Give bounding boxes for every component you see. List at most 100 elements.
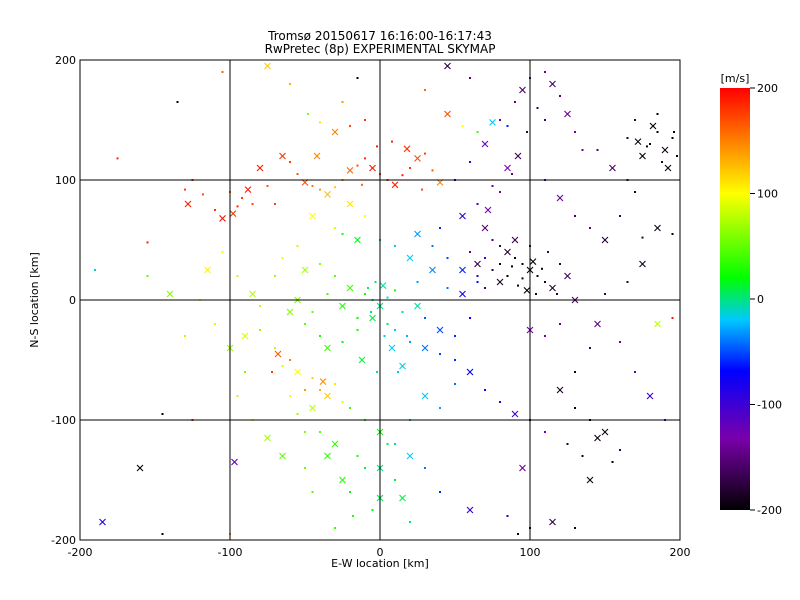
data-point-cross [564,272,571,280]
data-point-dot [424,89,426,91]
data-point-dot [386,296,389,299]
chart-title: Tromsø 20150617 16:16:00-16:17:43 [267,29,492,43]
data-point-dot [646,145,648,148]
data-point-cross [474,260,481,268]
data-point-dot [214,209,216,211]
data-point-dot [454,383,456,385]
data-point-dot [371,509,374,511]
data-point-cross [324,452,331,460]
data-point-dot [319,431,321,433]
data-point-dot [376,145,378,148]
data-point-cross [556,386,564,394]
data-point-cross [379,282,387,289]
data-point-cross [639,152,646,160]
data-point-dot [334,527,336,529]
data-point-cross [634,138,642,145]
y-tick-label: 100 [55,174,76,187]
data-point-cross [489,119,496,126]
data-point-dot [289,359,291,361]
data-point-dot [266,185,269,187]
x-axis-ticks: -200 -100 0 100 200 [68,60,691,559]
data-point-dot [334,186,336,189]
data-point-cross [319,378,327,385]
data-point-cross [99,518,106,526]
data-point-cross [229,210,237,217]
data-point-dot [544,119,546,121]
data-point-cross [459,290,466,298]
y-tick-label: -200 [51,534,76,547]
data-point-dot [439,491,441,493]
data-point-dot [619,341,621,343]
data-point-cross [421,392,429,400]
data-point-cross [399,362,406,370]
data-point-dot [296,245,299,247]
data-point-dot [541,267,543,270]
data-point-dot [296,173,299,175]
data-point-cross [601,236,609,244]
data-point-dot [581,455,584,457]
data-point-dot [484,257,486,259]
data-point-dot [236,395,239,397]
data-point-dot [559,95,561,97]
data-point-cross [286,308,294,316]
data-point-dot [334,383,336,385]
data-point-dot [409,521,411,523]
data-point-dot [386,443,389,445]
data-point-dot [619,449,621,451]
data-point-dot [356,164,359,167]
data-point-cross [654,320,661,328]
data-point-dot [370,311,372,313]
data-point-dot [547,251,549,253]
data-point-dot [476,281,479,283]
data-point-cross [459,266,466,274]
data-point-dot [619,215,621,217]
data-point-cross [264,434,271,442]
data-point-cross [279,152,286,160]
data-point-dot [146,241,149,244]
data-point-dot [544,335,546,337]
data-point-dot [556,293,558,295]
data-point-dot [656,131,659,133]
data-point-dot [244,371,246,373]
data-point-dot [526,131,528,133]
data-point-dot [574,527,576,529]
data-point-dot [469,317,471,319]
data-point-cross [406,254,414,262]
data-point-dot [221,71,224,73]
data-point-dot [634,191,636,193]
data-point-dot [356,455,359,457]
data-point-dot [311,491,314,493]
colorbar-tick-label: -100 [757,399,782,412]
data-point-cross [256,164,264,172]
data-point-dot [356,317,359,319]
data-point-dot [394,479,396,481]
data-point-dot [581,149,584,151]
data-point-dot [499,263,501,265]
data-point-cross [346,167,354,174]
x-tick-label: 0 [377,546,384,559]
colorbar-tick-label: 200 [757,82,778,95]
data-point-dot [499,245,501,247]
data-point-dot [364,119,366,121]
data-point-dot [589,347,591,349]
data-point-dot [476,275,479,277]
data-point-cross [339,476,346,484]
data-point-dot [356,329,359,331]
data-point-dot [431,245,434,247]
data-point-dot [251,203,254,205]
data-point-dot [517,284,519,287]
data-point-dot [521,263,524,265]
data-point-cross [403,145,411,153]
data-point-cross [466,368,474,376]
data-point-dot [289,395,291,397]
data-point-dot [281,365,284,367]
data-point-dot [409,167,411,169]
data-point-dot [236,205,239,208]
data-point-dot [401,311,404,313]
data-point-cross [369,314,376,322]
data-point-cross [639,260,646,268]
data-point-cross [511,410,519,418]
data-point-cross [654,224,661,232]
data-point-dot [397,371,399,373]
data-point-dot [484,389,486,391]
